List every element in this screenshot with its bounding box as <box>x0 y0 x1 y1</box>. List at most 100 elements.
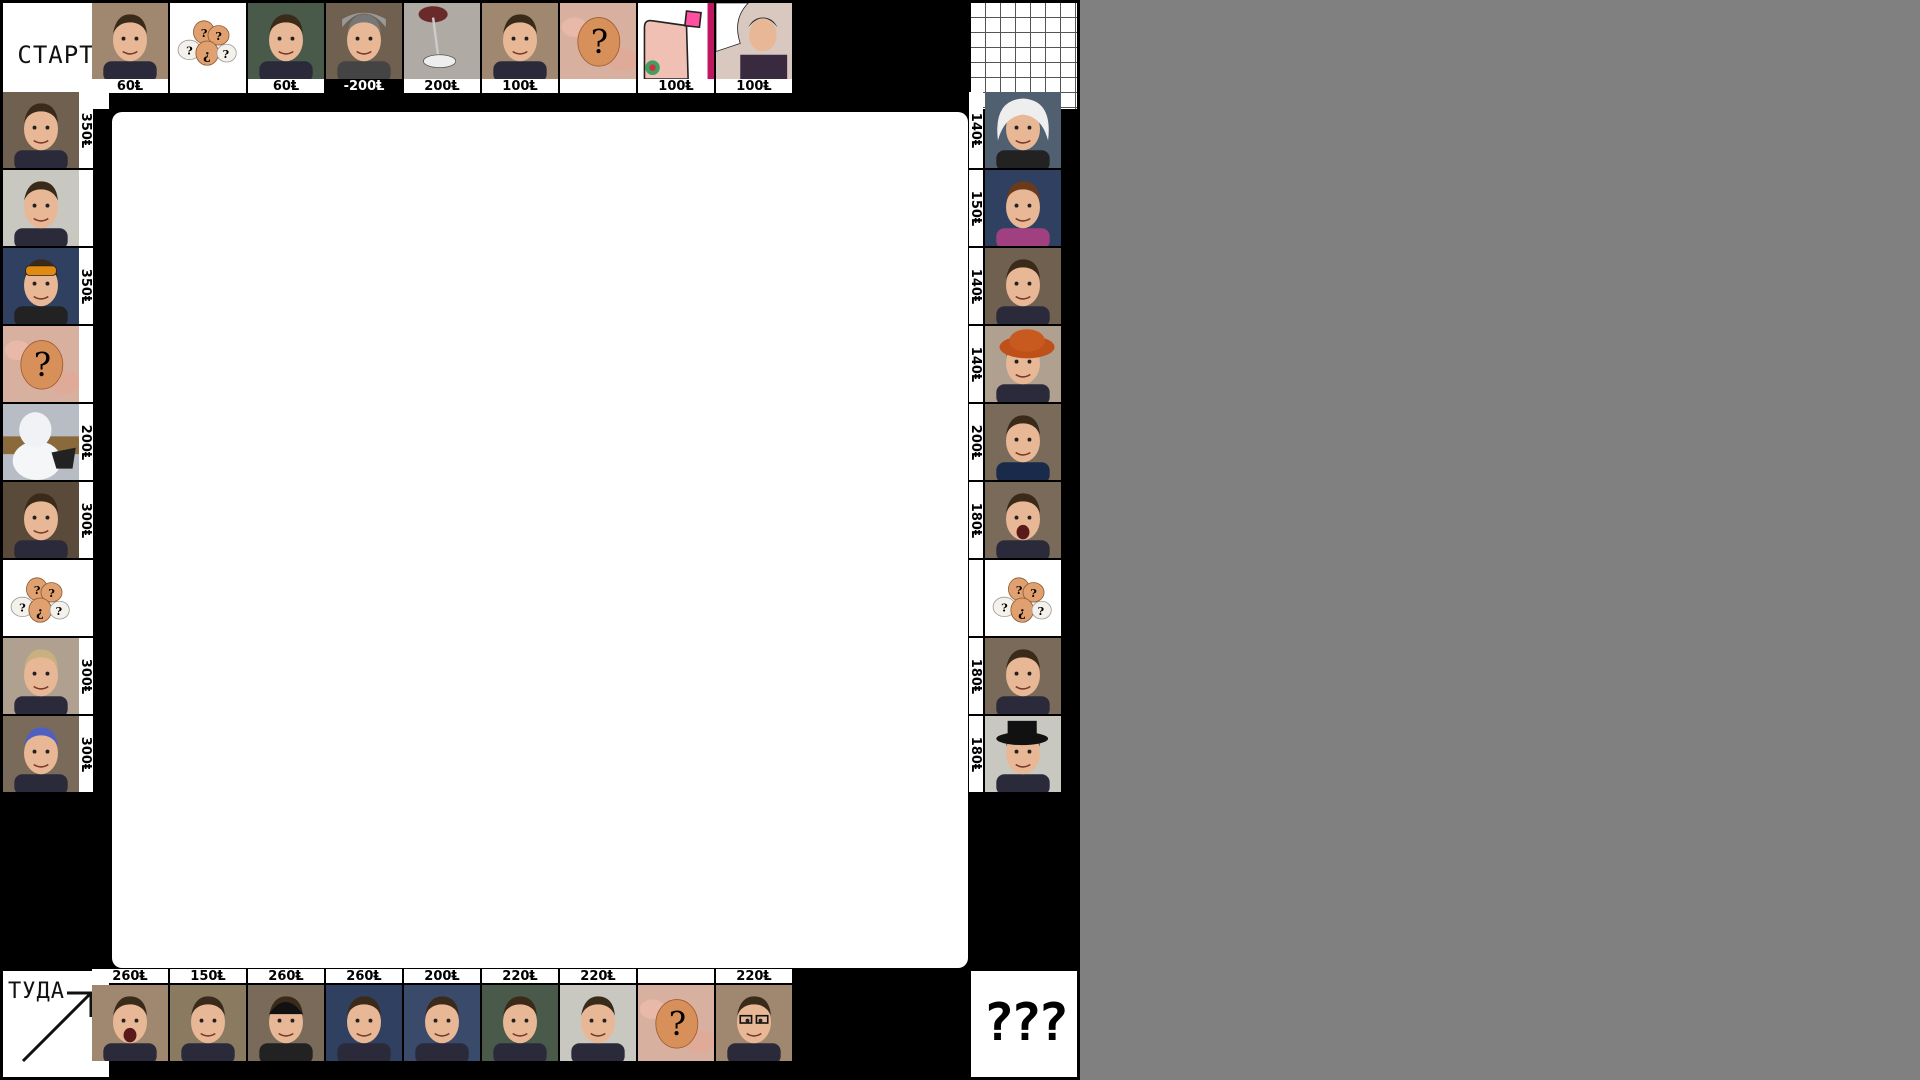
egg-in-hand-question-icon: ? <box>3 326 79 402</box>
bottom-tile-price: 220Ⱡ <box>560 969 636 983</box>
price-text: 300Ⱡ <box>79 502 93 538</box>
left-tile-price: 350Ⱡ <box>79 92 93 168</box>
price-text: 220Ⱡ <box>502 969 538 983</box>
top-tile-price: 100Ⱡ <box>638 79 714 93</box>
top-tile-6[interactable] <box>482 3 558 79</box>
portrait-boy-black-hat-icon <box>985 716 1061 792</box>
bottom-tile-price: 260Ⱡ <box>92 969 168 983</box>
price-text: -200Ⱡ <box>343 79 385 93</box>
right-tile-2[interactable] <box>985 170 1061 246</box>
right-tile-6[interactable] <box>985 482 1061 558</box>
portrait-girl-with-book-icon <box>170 985 246 1061</box>
svg-text:?: ? <box>1001 601 1008 615</box>
left-tile-9[interactable] <box>3 716 79 792</box>
price-text: 140Ⱡ <box>969 268 983 304</box>
right-tile-1[interactable] <box>985 92 1061 168</box>
bottom-tile-price: 260Ⱡ <box>248 969 324 983</box>
price-text: 200Ⱡ <box>79 424 93 460</box>
mystery-label: ??? <box>983 993 1069 1053</box>
corner-go[interactable]: ТУДА <box>3 971 109 1077</box>
bottom-tile-7[interactable] <box>560 985 636 1061</box>
top-tile-price: 60Ⱡ <box>92 79 168 93</box>
corner-grid[interactable] <box>971 3 1077 109</box>
corner-start[interactable]: СТАРТ <box>3 3 109 109</box>
price-text: 200Ⱡ <box>424 969 460 983</box>
top-tile-2[interactable]: ? ? ? ¿ ? <box>170 3 246 79</box>
right-tile-5[interactable] <box>985 404 1061 480</box>
portrait-profile-boy-icon <box>985 248 1061 324</box>
left-tile-price: 300Ⱡ <box>79 482 93 558</box>
top-tile-3[interactable] <box>248 3 324 79</box>
portrait-boy-black-shirt-icon <box>560 985 636 1061</box>
bottom-tile-4[interactable] <box>326 985 402 1061</box>
portrait-boy-goggles-icon <box>3 248 79 324</box>
bottom-tile-price: 260Ⱡ <box>326 969 402 983</box>
snowman-icon <box>3 404 79 480</box>
eggs-question-icon: ? ? ? ¿ ? <box>170 3 246 79</box>
price-text: 260Ⱡ <box>346 969 382 983</box>
egg-in-hand-question-icon: ? <box>638 985 714 1061</box>
left-tile-7[interactable]: ? ? ? ¿ ? <box>3 560 79 636</box>
svg-text:?: ? <box>34 583 41 597</box>
portrait-man-suit-icon <box>985 404 1061 480</box>
svg-text:?: ? <box>223 47 230 61</box>
top-tile-price: -200Ⱡ <box>326 79 402 93</box>
right-tile-4[interactable] <box>985 326 1061 402</box>
top-tile-4[interactable] <box>326 3 402 79</box>
left-tile-2[interactable] <box>3 170 79 246</box>
bottom-tile-1[interactable] <box>92 985 168 1061</box>
bottom-tile-price <box>638 969 714 983</box>
svg-text:?: ? <box>186 44 193 58</box>
price-text: 350Ⱡ <box>79 112 93 148</box>
bottom-tile-3[interactable] <box>248 985 324 1061</box>
portrait-girl-white-hood-icon <box>985 92 1061 168</box>
bottom-tile-6[interactable] <box>482 985 558 1061</box>
left-tile-price: 300Ⱡ <box>79 716 93 792</box>
right-tile-price <box>969 560 983 636</box>
top-tile-8[interactable] <box>638 3 714 79</box>
svg-text:?: ? <box>215 29 222 43</box>
top-tile-7[interactable]: ? <box>560 3 636 79</box>
top-tile-1[interactable] <box>92 3 168 79</box>
svg-text:?: ? <box>1030 586 1037 600</box>
left-tile-price: 200Ⱡ <box>79 404 93 480</box>
left-tile-price <box>79 170 93 246</box>
drawn-finger-icon <box>638 3 714 79</box>
left-tile-5[interactable] <box>3 404 79 480</box>
left-tile-6[interactable] <box>3 482 79 558</box>
right-tile-3[interactable] <box>985 248 1061 324</box>
bottom-tile-8[interactable]: ? <box>638 985 714 1061</box>
left-tile-4[interactable]: ? <box>3 326 79 402</box>
svg-text:?: ? <box>56 604 63 618</box>
svg-text:?: ? <box>1016 583 1023 597</box>
left-tile-1[interactable] <box>3 92 79 168</box>
corner-mystery[interactable]: ??? <box>971 971 1077 1077</box>
price-text: 200Ⱡ <box>969 424 983 460</box>
left-tile-3[interactable] <box>3 248 79 324</box>
bottom-tile-5[interactable] <box>404 985 480 1061</box>
right-tile-7[interactable]: ? ? ? ¿ ? <box>985 560 1061 636</box>
svg-text:?: ? <box>1038 604 1045 618</box>
price-text: 350Ⱡ <box>79 268 93 304</box>
top-tile-5[interactable] <box>404 3 480 79</box>
bottom-tile-2[interactable] <box>170 985 246 1061</box>
eggs-question-icon: ? ? ? ¿ ? <box>3 560 79 636</box>
right-tile-8[interactable] <box>985 638 1061 714</box>
price-text: 260Ⱡ <box>268 969 304 983</box>
price-text: 60Ⱡ <box>272 79 300 93</box>
right-tile-9[interactable] <box>985 716 1061 792</box>
arrow-up-right-icon <box>21 991 93 1063</box>
eggs-question-icon: ? ? ? ¿ ? <box>985 560 1061 636</box>
bottom-tile-price: 150Ⱡ <box>170 969 246 983</box>
top-tile-9[interactable] <box>716 3 792 79</box>
portrait-boy-with-rifle-icon <box>248 3 324 79</box>
svg-text:¿: ¿ <box>36 606 44 621</box>
price-text: 200Ⱡ <box>424 79 460 93</box>
price-text: 150Ⱡ <box>969 190 983 226</box>
price-text: 300Ⱡ <box>79 658 93 694</box>
portrait-boy-blue-light-icon <box>3 92 79 168</box>
bottom-tile-9[interactable] <box>716 985 792 1061</box>
portrait-boy-frown-icon <box>326 985 402 1061</box>
svg-text:?: ? <box>201 26 208 40</box>
left-tile-8[interactable] <box>3 638 79 714</box>
